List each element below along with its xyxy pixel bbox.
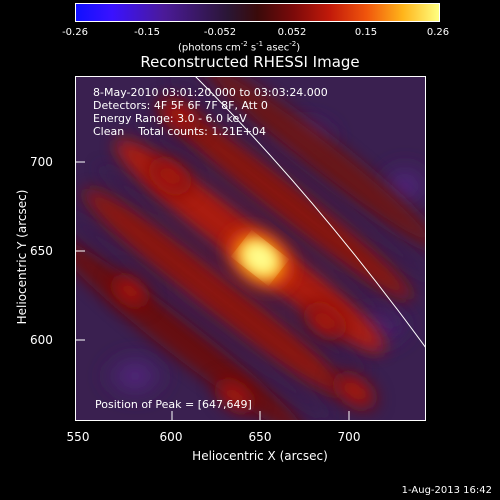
y-tick: 650 <box>30 244 53 258</box>
colorbar-unit: (photons cm-2 s-1 asec-2) <box>178 40 301 54</box>
rhessi-image <box>75 76 426 421</box>
date-stamp: 1-Aug-2013 16:42 <box>401 485 492 496</box>
solar-limb-line <box>194 76 426 349</box>
time-range: 8-May-2010 03:01:20.000 to 03:03:24.000 <box>93 86 328 99</box>
observation-info: 8-May-2010 03:01:20.000 to 03:03:24.000 D… <box>93 86 328 138</box>
colorbar-tick: -0.15 <box>134 27 160 38</box>
x-axis-label: Heliocentric X (arcsec) <box>192 449 328 463</box>
x-tick: 600 <box>159 430 183 444</box>
colorbar-tick: 0.15 <box>354 27 378 38</box>
peak-position: Position of Peak = [647,649] <box>95 398 252 411</box>
colorbar-tick: -0.052 <box>203 27 237 38</box>
y-tick: 600 <box>30 333 53 347</box>
clean-counts: Clean Total counts: 1.21E+04 <box>93 125 267 138</box>
rhessi-image-plot <box>75 76 426 421</box>
image-title: Reconstructed RHESSI Image <box>140 53 360 71</box>
colorbar-tick: -0.26 <box>62 27 88 38</box>
colorbar <box>75 3 440 22</box>
colorbar-tick: 0.26 <box>426 27 450 38</box>
x-tick: 650 <box>248 430 272 444</box>
detectors: Detectors: 4F 5F 6F 7F 8F, Att 0 <box>93 99 268 112</box>
colorbar-tick: 0.052 <box>277 27 307 38</box>
y-tick: 700 <box>30 155 53 169</box>
x-tick: 550 <box>66 430 90 444</box>
y-axis-label: Heliocentric Y (arcsec) <box>15 189 29 325</box>
x-tick: 700 <box>337 430 361 444</box>
energy-range: Energy Range: 3.0 - 6.0 keV <box>93 112 247 125</box>
